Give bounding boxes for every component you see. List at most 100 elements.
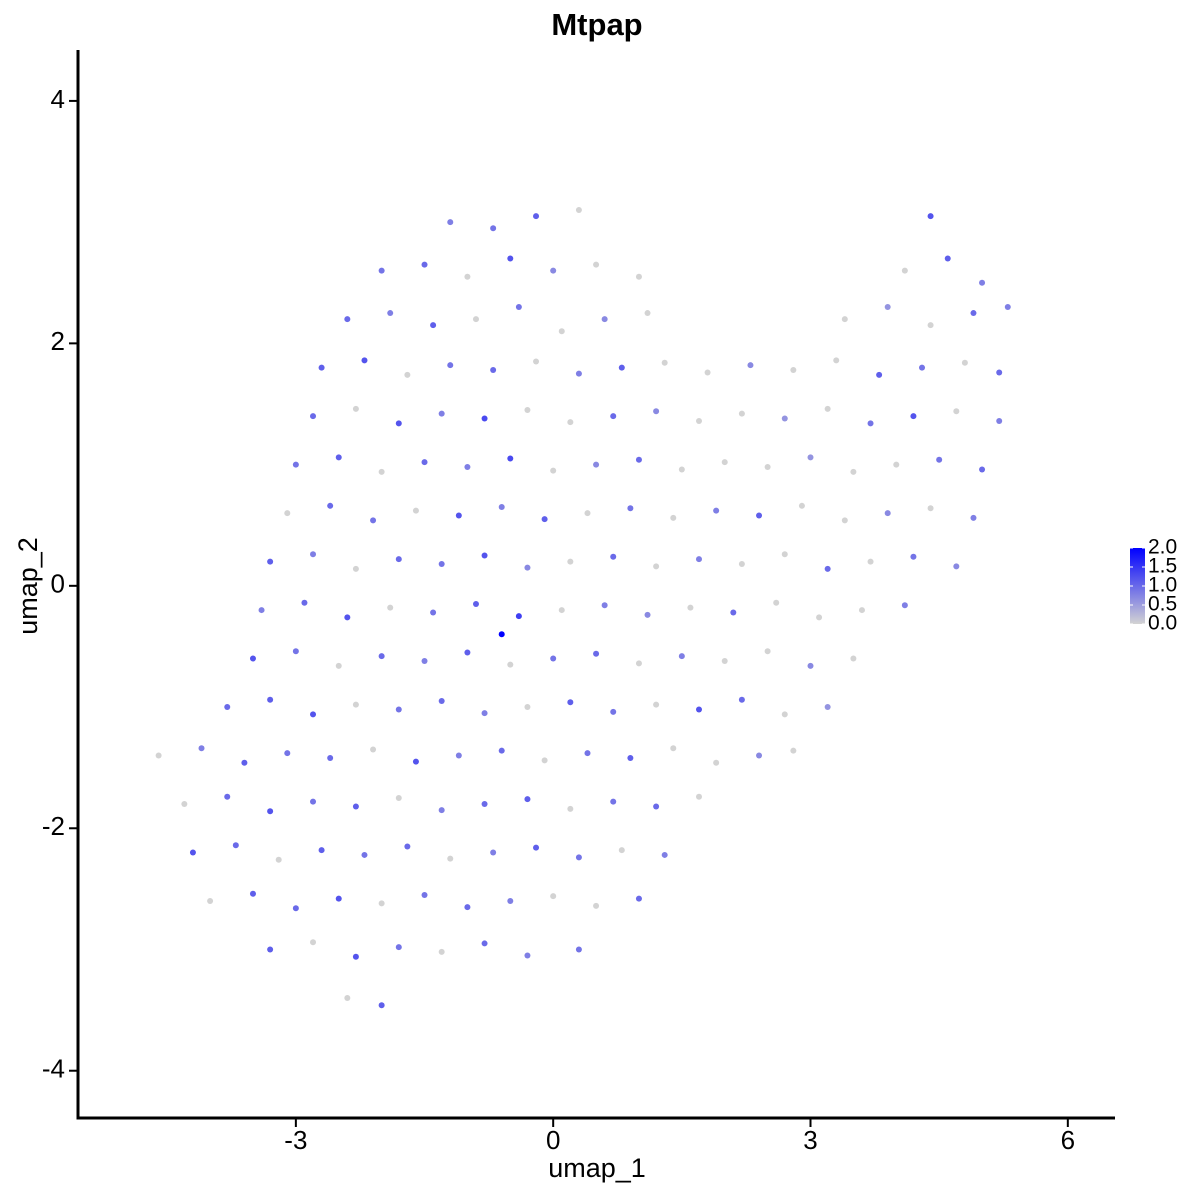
point [798, 502, 805, 509]
point [318, 364, 325, 371]
point [558, 607, 565, 614]
point [541, 757, 548, 764]
point [404, 843, 411, 850]
point [412, 758, 419, 765]
point [481, 552, 488, 559]
point [584, 510, 591, 517]
point [249, 890, 256, 897]
point [412, 507, 419, 514]
point [713, 507, 720, 514]
point [524, 952, 531, 959]
x-axis-label: umap_1 [548, 1153, 646, 1183]
point [490, 367, 497, 374]
point [344, 994, 351, 1001]
point [996, 369, 1003, 376]
point [378, 653, 385, 660]
point [515, 303, 522, 310]
point [533, 213, 540, 220]
point [687, 604, 694, 611]
point [472, 601, 479, 608]
point [524, 796, 531, 803]
point [378, 1002, 385, 1009]
point [481, 801, 488, 808]
point [901, 267, 908, 274]
point [207, 898, 214, 905]
point [370, 517, 377, 524]
point [310, 413, 317, 420]
point [653, 701, 660, 708]
point [524, 704, 531, 711]
point [756, 752, 763, 759]
point [498, 504, 505, 511]
point [695, 706, 702, 713]
point [455, 512, 462, 519]
point [533, 844, 540, 851]
point [267, 808, 274, 815]
point [524, 564, 531, 571]
point [781, 551, 788, 558]
point [241, 759, 248, 766]
point [507, 455, 514, 462]
point [267, 558, 274, 565]
point [361, 357, 368, 364]
point [738, 410, 745, 417]
point [670, 514, 677, 521]
point [267, 946, 274, 953]
point [292, 648, 299, 655]
point [310, 798, 317, 805]
point [704, 369, 711, 376]
point [481, 415, 488, 422]
point [249, 655, 256, 662]
point [481, 710, 488, 717]
point [464, 464, 471, 471]
point [953, 563, 960, 570]
point [575, 946, 582, 953]
point [498, 747, 505, 754]
point [738, 696, 745, 703]
point [635, 456, 642, 463]
point [919, 364, 926, 371]
point [378, 267, 385, 274]
x-tick-label: 0 [546, 1125, 560, 1155]
point [910, 553, 917, 560]
point [438, 697, 445, 704]
point [653, 408, 660, 415]
point [764, 648, 771, 655]
point [550, 467, 557, 474]
y-tick-label: 2 [51, 326, 65, 356]
point [258, 607, 265, 614]
point [181, 801, 188, 808]
point [318, 847, 325, 854]
point [378, 468, 385, 475]
point [610, 413, 617, 420]
point [816, 614, 823, 621]
point [335, 895, 342, 902]
point [850, 655, 857, 662]
colorbar-label: 2.0 [1148, 536, 1177, 559]
point [292, 905, 299, 912]
point [936, 456, 943, 463]
point [335, 454, 342, 461]
point [575, 207, 582, 214]
point [438, 560, 445, 567]
point [635, 660, 642, 667]
point [189, 849, 196, 856]
point [155, 752, 162, 759]
point [352, 803, 359, 810]
point [284, 750, 291, 757]
point [773, 599, 780, 606]
point [901, 602, 908, 609]
point [344, 614, 351, 621]
y-tick-label: 0 [51, 569, 65, 599]
point [464, 649, 471, 656]
point [472, 316, 479, 323]
point [713, 759, 720, 766]
point [695, 793, 702, 800]
point [327, 754, 334, 761]
point [524, 407, 531, 414]
point [635, 273, 642, 280]
point [464, 904, 471, 911]
point [584, 750, 591, 757]
point [567, 805, 574, 812]
point [593, 650, 600, 657]
